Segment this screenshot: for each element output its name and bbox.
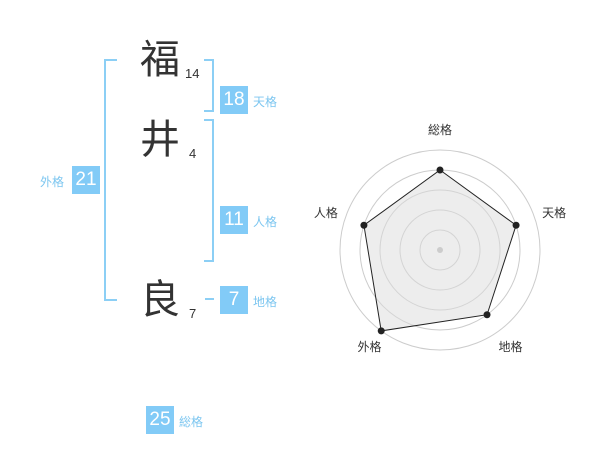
gaikaku-label: 外格: [40, 175, 65, 189]
chikaku-label: 地格: [253, 295, 278, 309]
radar-center: [437, 247, 443, 253]
tenkaku-bracket: [204, 59, 214, 112]
radar-point: [377, 327, 385, 335]
radar-point: [360, 221, 368, 229]
jinkaku-value: 11: [220, 206, 248, 234]
tenkaku-value: 18: [220, 86, 248, 114]
gaikaku-bracket: [104, 59, 117, 301]
radar-ring: [339, 149, 541, 351]
stroke-count-1: 14: [185, 66, 200, 81]
radar-axis-label: 総格: [428, 122, 452, 137]
gaikaku-value: 21: [72, 166, 100, 194]
soukaku-value: 25: [146, 406, 174, 434]
soukaku-label: 総格: [179, 415, 204, 429]
radar-point: [483, 311, 491, 319]
radar-point: [436, 166, 444, 174]
stroke-count-3: 7: [189, 306, 197, 321]
radar-axis-label: 地格: [499, 339, 523, 354]
name-char-2: 井: [140, 117, 180, 163]
radar-axis-label: 人格: [314, 205, 338, 220]
jinkaku-bracket: [204, 119, 214, 262]
radar-axis-label: 外格: [357, 339, 381, 354]
radar-axis-label: 天格: [542, 205, 566, 220]
tenkaku-label: 天格: [253, 95, 278, 109]
name-char-1: 福: [140, 37, 180, 83]
name-char-3: 良: [140, 277, 180, 323]
chikaku-connector: [205, 298, 214, 300]
radar-point: [512, 221, 520, 229]
jinkaku-label: 人格: [253, 215, 278, 229]
chikaku-value: 7: [220, 286, 248, 314]
stroke-count-2: 4: [189, 146, 197, 161]
